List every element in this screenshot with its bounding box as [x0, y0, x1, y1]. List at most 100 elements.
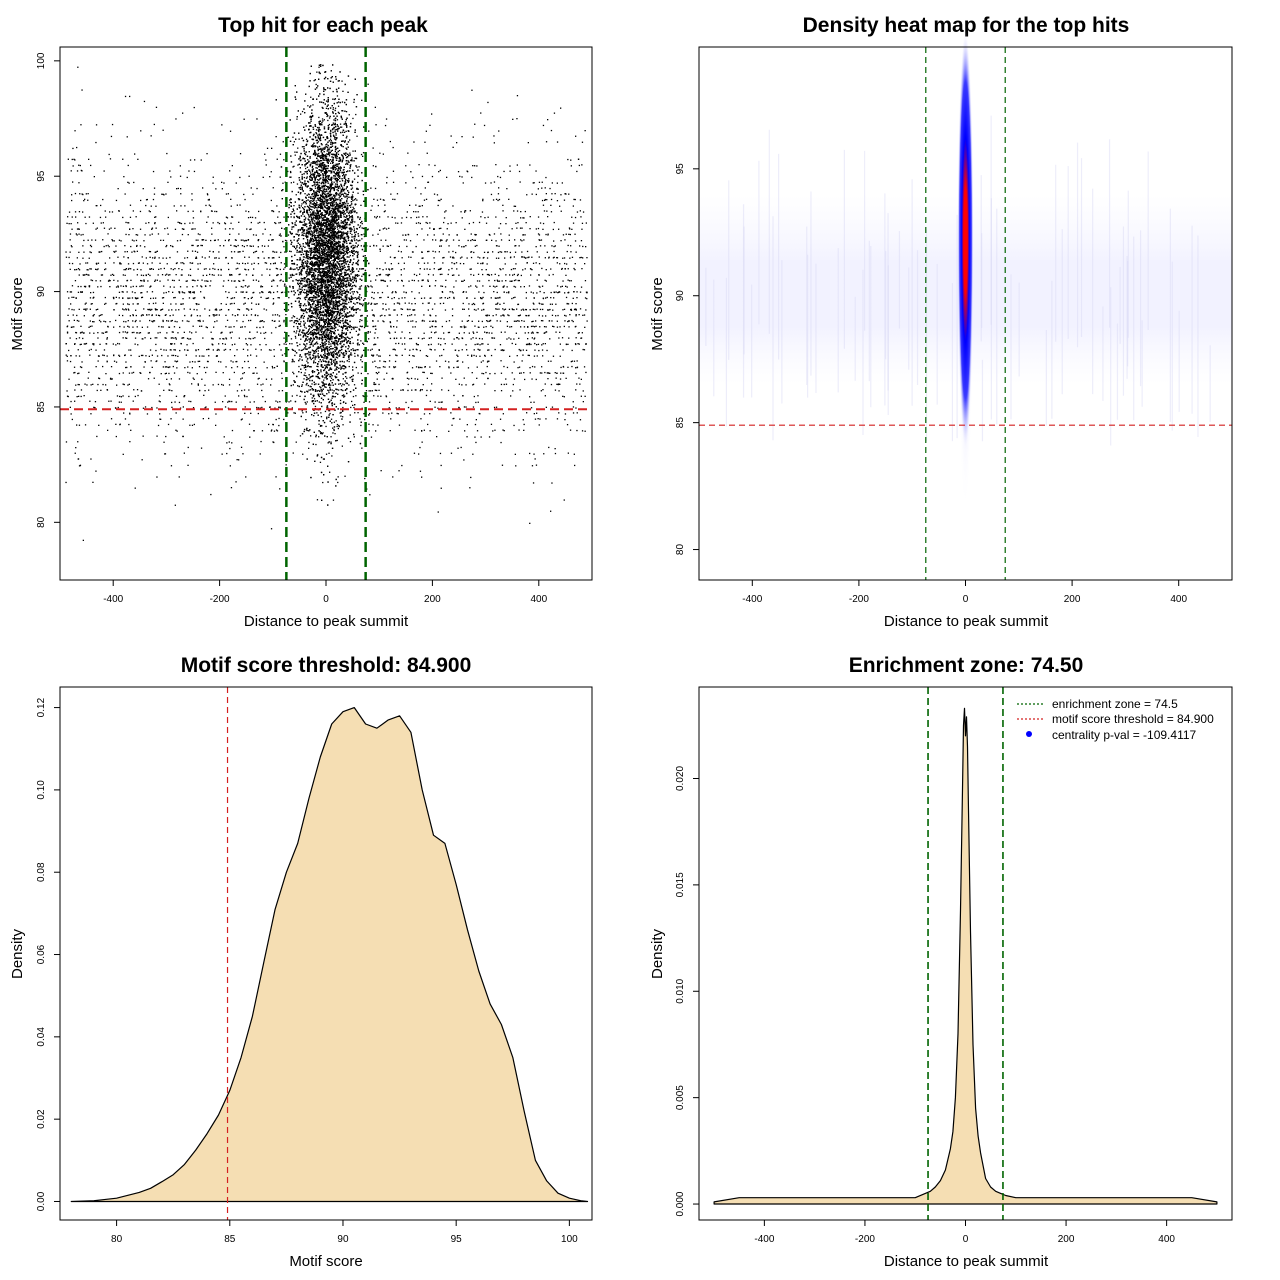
scatter-point — [553, 256, 555, 258]
scatter-point — [385, 118, 388, 120]
scatter-point — [225, 216, 228, 218]
scatter-point — [206, 274, 208, 276]
scatter-point — [410, 171, 412, 173]
scatter-point — [397, 280, 399, 282]
scatter-point — [281, 377, 283, 380]
scatter-point — [467, 320, 470, 322]
scatter-point — [568, 227, 571, 229]
scatter-point — [172, 246, 174, 248]
scatter-point — [123, 320, 125, 323]
scatter-point — [233, 245, 235, 247]
scatter-point — [508, 308, 511, 310]
scatter-point — [87, 193, 89, 195]
scatter-point — [575, 135, 577, 137]
scatter-point — [394, 360, 397, 363]
scatter-point — [388, 407, 390, 409]
scatter-point — [520, 286, 522, 288]
scatter-point — [578, 343, 580, 345]
scatter-point — [425, 355, 427, 357]
scatter-point — [88, 158, 90, 160]
scatter-point — [302, 291, 305, 293]
scatter-point — [136, 245, 138, 247]
scatter-point — [518, 279, 520, 282]
scatter-point — [331, 193, 333, 196]
scatter-point — [175, 309, 177, 311]
scatter-point — [93, 321, 95, 323]
scatter-point — [453, 274, 455, 276]
scatter-point — [74, 389, 76, 391]
scatter-point — [482, 296, 484, 299]
scatter-point — [125, 337, 127, 339]
scatter-point — [378, 349, 380, 351]
scatter-point — [567, 452, 569, 454]
scatter-point — [279, 407, 281, 409]
scatter-point — [68, 378, 70, 380]
scatter-point — [207, 280, 209, 282]
scatter-point — [78, 269, 81, 271]
scatter-point — [218, 251, 220, 253]
scatter-point — [544, 187, 546, 189]
scatter-point — [255, 303, 257, 305]
scatter-point — [78, 211, 81, 213]
scatter-point — [438, 251, 440, 253]
scatter-point — [579, 210, 581, 212]
scatter-point — [142, 338, 144, 340]
scatter-point — [339, 303, 341, 305]
scatter-point — [532, 325, 534, 327]
scatter-point — [580, 337, 582, 339]
scatter-point — [243, 240, 245, 242]
scatter-point — [581, 430, 584, 432]
scatter-point — [122, 216, 124, 219]
scatter-point — [257, 412, 259, 415]
scatter-point — [440, 344, 442, 346]
scatter-point — [225, 314, 227, 316]
scatter-point — [538, 263, 541, 265]
scatter-point — [571, 216, 573, 218]
scatter-point — [235, 401, 237, 403]
scatter-point — [520, 309, 523, 311]
scatter-point — [535, 320, 537, 322]
scatter-point — [240, 419, 242, 421]
scatter-point — [297, 164, 299, 166]
scatter-point — [441, 354, 443, 357]
scatter-point — [448, 320, 451, 322]
scatter-point — [123, 176, 125, 178]
scatter-point — [156, 337, 158, 339]
scatter-point — [475, 285, 477, 287]
scatter-point — [452, 239, 455, 241]
scatter-point — [86, 384, 88, 386]
scatter-point — [248, 337, 250, 340]
scatter-point — [517, 367, 519, 369]
scatter-point — [552, 325, 554, 327]
scatter-point — [112, 297, 115, 299]
scatter-point — [273, 367, 276, 369]
scatter-point — [259, 326, 261, 329]
scatter-point — [73, 366, 76, 368]
scatter-point — [188, 170, 190, 172]
scatter-point — [223, 338, 225, 340]
scatter-point — [373, 325, 375, 328]
scatter-point — [265, 159, 267, 161]
scatter-point — [398, 424, 401, 426]
scatter-point — [407, 308, 409, 311]
scatter-point — [231, 400, 233, 403]
scatter-point — [101, 314, 103, 316]
scatter-point — [238, 395, 240, 397]
scatter-point — [443, 221, 445, 224]
scatter-point — [396, 302, 399, 304]
scatter-point — [472, 383, 475, 385]
scatter-point — [313, 153, 315, 155]
scatter-point — [359, 321, 361, 323]
scatter-point — [338, 280, 340, 282]
scatter-point — [217, 268, 219, 271]
scatter-point — [289, 286, 291, 288]
scatter-point — [77, 372, 79, 375]
scatter-point — [497, 302, 499, 304]
scatter-point — [513, 210, 515, 212]
scatter-point — [575, 309, 577, 311]
scatter-point — [304, 401, 306, 404]
scatter-point — [322, 458, 325, 460]
scatter-point — [140, 269, 142, 271]
scatter-point — [348, 205, 350, 207]
scatter-point — [458, 338, 460, 340]
